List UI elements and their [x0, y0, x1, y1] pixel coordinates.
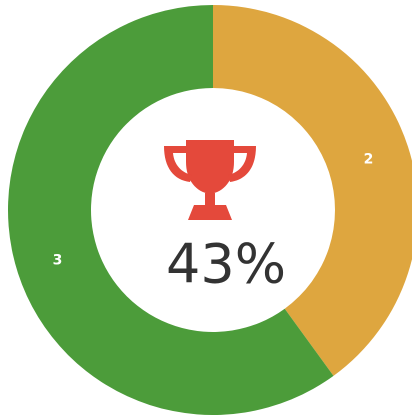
trophy-handle-right	[228, 146, 256, 182]
trophy-icon	[164, 140, 256, 220]
trophy-base	[188, 205, 232, 220]
slice	[8, 5, 334, 415]
trophy-cup	[186, 140, 234, 194]
trophy-stem	[205, 193, 215, 205]
slices: 23	[8, 5, 412, 415]
slice-label: 3	[53, 253, 63, 269]
center-label: 43%	[166, 233, 286, 296]
slice-label: 2	[364, 151, 374, 167]
slice	[213, 5, 412, 376]
trophy-handle-left	[164, 146, 192, 182]
